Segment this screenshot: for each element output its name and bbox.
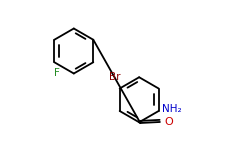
Text: O: O xyxy=(165,117,173,127)
Text: Br: Br xyxy=(109,72,121,83)
Text: F: F xyxy=(54,68,60,78)
Text: NH₂: NH₂ xyxy=(162,105,182,114)
